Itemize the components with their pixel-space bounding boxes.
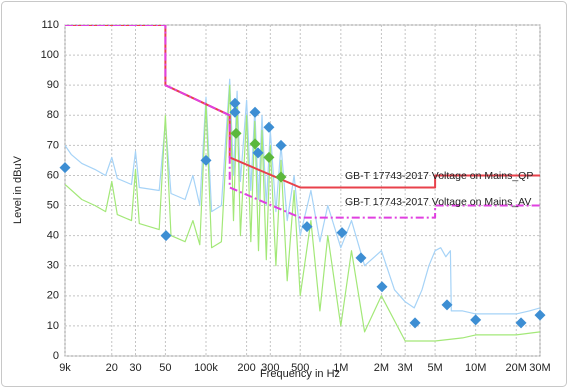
x-tick-label: 30 bbox=[129, 362, 141, 374]
x-tick-label: 20 bbox=[106, 362, 118, 374]
marker bbox=[229, 97, 241, 109]
y-tick-label: 110 bbox=[41, 19, 59, 31]
y-tick-label: 30 bbox=[47, 260, 59, 272]
y-tick-label: 60 bbox=[47, 169, 59, 181]
y-tick-label: 40 bbox=[47, 230, 59, 242]
marker bbox=[263, 151, 275, 163]
trace bbox=[65, 84, 540, 342]
x-tick-label: 2M bbox=[374, 362, 389, 374]
marker bbox=[249, 106, 261, 118]
x-axis-title: Frequency in Hz bbox=[260, 368, 340, 380]
x-tick-label: 500 bbox=[291, 362, 309, 374]
y-tick-label: 80 bbox=[47, 109, 59, 121]
x-tick-label: 20M bbox=[506, 362, 527, 374]
limit-line bbox=[65, 25, 540, 219]
marker bbox=[301, 221, 313, 233]
y-tick-label: 90 bbox=[47, 79, 59, 91]
y-tick-label: 50 bbox=[47, 199, 59, 211]
plot-content bbox=[65, 25, 540, 342]
marker bbox=[252, 147, 264, 159]
marker bbox=[355, 252, 367, 264]
y-tick-label: 70 bbox=[47, 139, 59, 151]
x-tick-label: 3M bbox=[398, 362, 413, 374]
x-tick-label: 100k bbox=[194, 362, 218, 374]
marker bbox=[409, 317, 421, 329]
marker bbox=[160, 230, 172, 242]
x-tick-label: 30M bbox=[529, 362, 550, 374]
marker bbox=[249, 138, 261, 150]
x-tick-label: 300 bbox=[261, 362, 279, 374]
x-tick-label: 5M bbox=[427, 362, 442, 374]
x-tick-label: 9k bbox=[59, 362, 71, 374]
marker bbox=[441, 299, 453, 311]
x-tick-label: 50 bbox=[159, 362, 171, 374]
marker bbox=[336, 227, 348, 239]
marker bbox=[470, 314, 482, 326]
trace bbox=[65, 78, 540, 315]
marker bbox=[230, 127, 242, 139]
x-tick-label: 10M bbox=[465, 362, 486, 374]
limit-label: GB-T 17743-2017 Voltage on Mains_QP bbox=[345, 170, 533, 182]
y-tick-label: 0 bbox=[53, 350, 59, 362]
marker bbox=[263, 121, 275, 133]
y-tick-label: 100 bbox=[41, 49, 59, 61]
marker bbox=[275, 171, 287, 183]
limit-label: GB-T 17743-2017 Voltage on Mains_AV bbox=[345, 196, 531, 208]
marker bbox=[275, 139, 287, 151]
y-tick-label: 20 bbox=[47, 290, 59, 302]
y-axis-title: Level in dBuV bbox=[12, 155, 24, 224]
marker bbox=[376, 281, 388, 293]
marker bbox=[515, 317, 527, 329]
x-tick-label: 200 bbox=[237, 362, 255, 374]
x-tick-label: 1M bbox=[333, 362, 348, 374]
marker bbox=[229, 106, 241, 118]
y-tick-label: 10 bbox=[47, 320, 59, 332]
plot-area bbox=[64, 24, 541, 357]
grid bbox=[64, 24, 541, 357]
marker bbox=[59, 162, 71, 174]
marker bbox=[534, 309, 546, 321]
marker bbox=[200, 154, 212, 166]
